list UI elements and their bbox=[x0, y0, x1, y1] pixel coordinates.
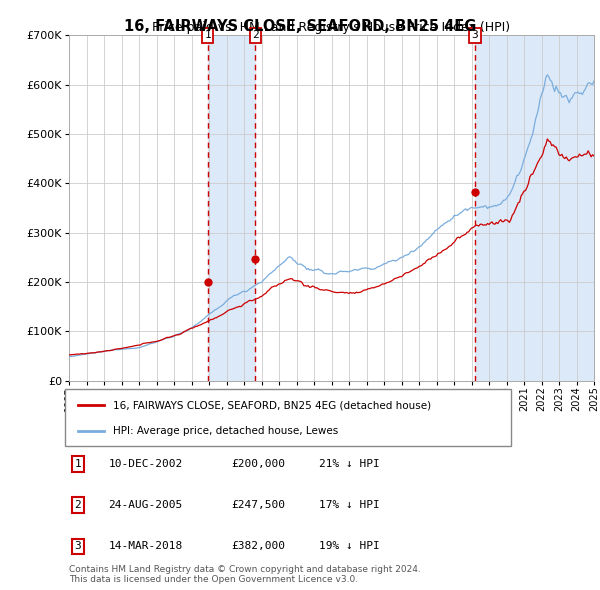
Text: 3: 3 bbox=[472, 31, 478, 40]
Bar bbox=[475, 35, 594, 381]
Text: 16, FAIRWAYS CLOSE, SEAFORD, BN25 4EG (detached house): 16, FAIRWAYS CLOSE, SEAFORD, BN25 4EG (d… bbox=[113, 400, 431, 410]
Text: 1: 1 bbox=[204, 31, 211, 40]
Text: 2: 2 bbox=[74, 500, 81, 510]
Text: £382,000: £382,000 bbox=[231, 542, 285, 551]
Text: HPI: Average price, detached house, Lewes: HPI: Average price, detached house, Lewe… bbox=[113, 427, 338, 437]
Bar bbox=[587, 35, 594, 381]
Bar bbox=[208, 35, 256, 381]
Title: Price paid vs. HM Land Registry's House Price Index (HPI): Price paid vs. HM Land Registry's House … bbox=[152, 21, 511, 34]
Text: 19% ↓ HPI: 19% ↓ HPI bbox=[319, 542, 379, 551]
Text: 10-DEC-2002: 10-DEC-2002 bbox=[109, 459, 182, 468]
FancyBboxPatch shape bbox=[65, 389, 511, 446]
Text: £247,500: £247,500 bbox=[231, 500, 285, 510]
Text: Contains HM Land Registry data © Crown copyright and database right 2024.
This d: Contains HM Land Registry data © Crown c… bbox=[69, 565, 421, 584]
Text: £200,000: £200,000 bbox=[231, 459, 285, 468]
Text: 14-MAR-2018: 14-MAR-2018 bbox=[109, 542, 182, 551]
Text: 17% ↓ HPI: 17% ↓ HPI bbox=[319, 500, 379, 510]
Text: 2: 2 bbox=[252, 31, 259, 40]
Text: 3: 3 bbox=[74, 542, 81, 551]
Text: 16, FAIRWAYS CLOSE, SEAFORD, BN25 4EG: 16, FAIRWAYS CLOSE, SEAFORD, BN25 4EG bbox=[124, 19, 476, 34]
Text: 21% ↓ HPI: 21% ↓ HPI bbox=[319, 459, 379, 468]
Text: 24-AUG-2005: 24-AUG-2005 bbox=[109, 500, 182, 510]
Text: 1: 1 bbox=[74, 459, 81, 468]
